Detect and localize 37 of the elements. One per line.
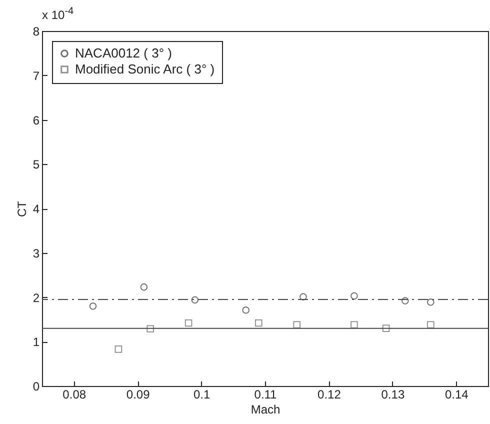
y-tick-label: 6 [32,113,40,128]
y-tick-label: 8 [32,24,40,38]
point [426,321,434,328]
x-tick-label: 0.08 [62,388,86,402]
point [114,346,122,353]
point [89,302,97,310]
x-tick-label: 0.1 [193,388,210,402]
x-tick-label: 0.12 [318,388,342,402]
point [254,319,262,327]
point [350,292,358,300]
y-tick-label: 2 [32,290,40,305]
point [140,283,148,291]
y-tick-label: 3 [32,246,40,260]
x-axis-title: Mach [250,402,280,416]
y-tick-label: 7 [32,68,40,83]
text: x 10$^{-4}$ [42,6,74,22]
x-tick-label: 0.11 [254,388,278,402]
point [300,293,307,300]
x-tick-label: 0.14 [444,388,469,402]
y-axis-title: CT [14,200,29,217]
point [293,321,301,328]
y-tick-label: 1 [32,335,40,350]
point [382,324,390,332]
point [242,306,250,314]
point [184,319,192,327]
point [146,325,154,332]
y-tick-label: 4 [32,202,40,216]
legend-label: NACA0012 ( 3° ) [75,46,172,60]
x-tick-label: 0.09 [126,388,150,402]
y-tick-label: 0 [32,380,40,394]
y-tick-label: 5 [32,158,40,172]
point [191,296,199,304]
point [426,298,434,306]
x-tick-label: 0.13 [381,388,405,402]
point [402,297,409,304]
point [350,321,358,328]
legend-label: Modified Sonic Arc ( 3° ) [75,62,215,76]
